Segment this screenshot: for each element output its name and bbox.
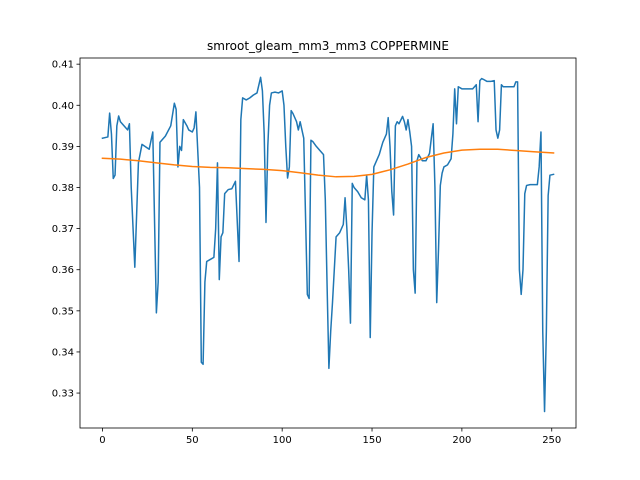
plot-area <box>101 76 555 413</box>
y-tick-label: 0.35 <box>52 306 74 317</box>
y-axis: 0.33 0.34 0.35 0.36 0.37 0.38 0.39 0.40 0.41 <box>52 60 80 400</box>
x-tick-label: 200 <box>452 435 471 446</box>
y-tick-label: 0.37 <box>52 224 74 235</box>
x-axis: 0 50 100 150 200 250 <box>99 428 561 446</box>
chart-title: smroot_gleam_mm3_mm3 COPPERMINE <box>207 39 449 53</box>
axes-frame <box>79 57 577 429</box>
x-tick-label: 0 <box>99 435 105 446</box>
y-tick-label: 0.41 <box>52 60 74 71</box>
x-tick-label: 150 <box>362 435 381 446</box>
x-tick-label: 100 <box>273 435 292 446</box>
series-line-2 <box>101 148 555 178</box>
x-tick-label: 250 <box>542 435 561 446</box>
y-tick-label: 0.36 <box>52 265 74 276</box>
x-tick-label: 50 <box>186 435 199 446</box>
y-tick-label: 0.33 <box>52 389 74 400</box>
y-tick-label: 0.40 <box>52 101 74 112</box>
y-tick-label: 0.38 <box>52 183 74 194</box>
y-tick-label: 0.39 <box>52 142 74 153</box>
y-tick-label: 0.34 <box>52 347 74 358</box>
series-line-1 <box>101 76 555 413</box>
